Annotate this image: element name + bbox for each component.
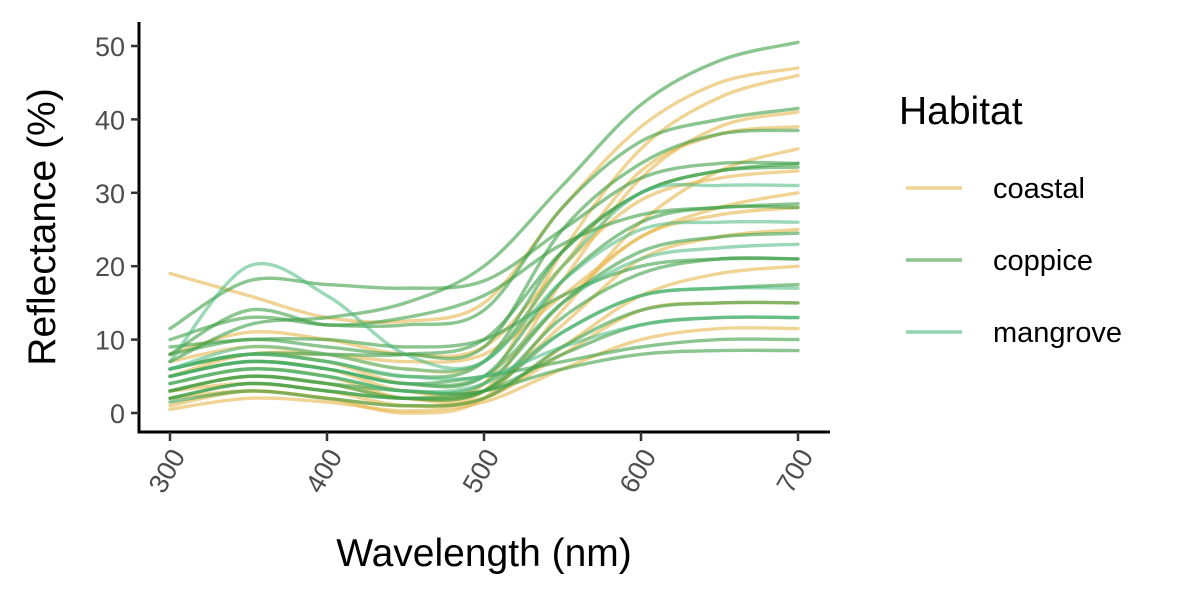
series-line-mangrove-32: [168, 315, 800, 381]
x-tick-label: 700: [771, 444, 820, 498]
legend-label-coppice: coppice: [993, 245, 1093, 277]
y-axis-title: Reflectance (%): [21, 88, 64, 365]
legend: Habitat coastal coppice mangrove: [899, 90, 1122, 349]
x-tick-label: 600: [614, 444, 663, 498]
series-line-coastal-2: [168, 110, 800, 405]
series-line-coppice-21: [168, 300, 800, 408]
legend-label-mangrove: mangrove: [993, 317, 1122, 349]
y-tick-label: 50: [95, 32, 125, 62]
series-line-coppice-23: [168, 348, 800, 400]
y-tick-label: 0: [110, 399, 125, 429]
series-line-coppice-27: [168, 161, 800, 371]
y-tick-label: 30: [95, 179, 125, 209]
y-tick-label: 40: [95, 105, 125, 135]
legend-title: Habitat: [899, 90, 1023, 133]
x-tick-label: 300: [143, 444, 192, 498]
series-line-coastal-0: [168, 66, 800, 325]
x-axis-title: Wavelength (nm): [336, 532, 632, 575]
series-layer: [168, 40, 800, 415]
x-tick-label: 400: [300, 444, 349, 498]
series-line-mangrove-31: [168, 285, 800, 394]
series-line-coastal-9: [168, 326, 800, 413]
y-tick-label: 20: [95, 252, 125, 282]
x-tick-label: 500: [457, 444, 506, 498]
series-line-coppice-26: [168, 202, 800, 356]
series-line-mangrove-29: [168, 219, 800, 373]
series-line-coppice-13: [168, 106, 800, 342]
series-line-coppice-12: [168, 40, 800, 364]
y-tick-label: 10: [95, 326, 125, 356]
legend-label-coastal: coastal: [993, 173, 1085, 205]
series-line-coppice-14: [168, 160, 800, 331]
